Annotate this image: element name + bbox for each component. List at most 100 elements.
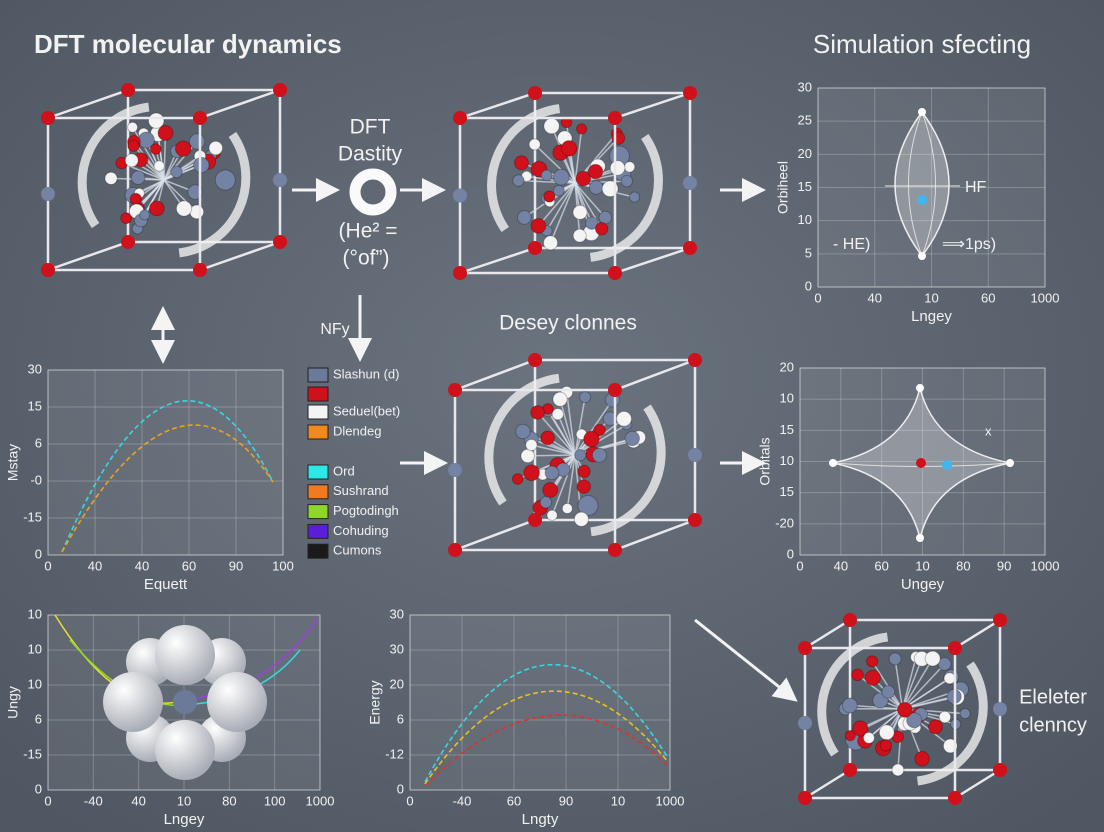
atom <box>587 163 604 180</box>
corner-atom <box>798 641 812 655</box>
annotation: - HE) <box>833 236 870 253</box>
cube-edge <box>614 91 691 120</box>
atom <box>157 125 174 141</box>
bond <box>868 708 903 739</box>
cube-edge <box>454 358 536 392</box>
atom <box>511 473 524 485</box>
x-tick-label: 10 <box>924 290 938 305</box>
atom <box>523 464 540 482</box>
bond <box>574 182 606 219</box>
corner-atom <box>528 353 542 367</box>
y-tick-label: 10 <box>798 212 812 227</box>
atom <box>879 739 893 752</box>
atom <box>937 657 952 671</box>
x-tick-label: 1000 <box>656 793 685 808</box>
y-tick-label: -12 <box>385 746 404 761</box>
bond <box>566 454 576 509</box>
legend-swatch <box>307 543 329 559</box>
corner-atom <box>948 791 962 805</box>
y-tick-label: 0 <box>805 278 812 293</box>
bond <box>859 708 903 730</box>
bond <box>163 140 198 181</box>
atom <box>609 160 626 176</box>
atom <box>540 169 553 182</box>
corner-atom <box>121 235 135 249</box>
y-tick-label: 30 <box>798 79 812 94</box>
atom <box>214 169 236 191</box>
x-tick-label: 60 <box>182 558 196 573</box>
x-axis-label: Lngty <box>522 811 559 828</box>
atom <box>959 708 971 720</box>
legend-label: Sushrand <box>333 483 389 498</box>
center-label: (°of”) <box>343 247 390 270</box>
cube-label: clenncy <box>1019 714 1087 736</box>
atom <box>576 123 588 135</box>
x-axis-label: Ungey <box>901 576 945 593</box>
atom <box>208 140 224 156</box>
corner-atom <box>448 383 462 397</box>
atom <box>888 652 902 666</box>
annotation: ⟹1ps) <box>942 236 996 253</box>
y-tick-label: 0 <box>35 546 42 561</box>
atom <box>577 464 591 479</box>
side-atom <box>683 176 697 190</box>
center-label: DFT <box>350 116 391 139</box>
bond <box>901 663 946 710</box>
atom <box>530 405 545 420</box>
corner-atom <box>453 111 467 125</box>
atom <box>543 117 560 135</box>
cube-edge <box>614 518 696 552</box>
dot <box>918 108 926 116</box>
bond <box>537 182 576 227</box>
atom <box>572 204 588 220</box>
curve <box>184 617 319 701</box>
cube-label: Eleleter <box>1019 686 1087 708</box>
x-tick-label: 40 <box>88 558 102 573</box>
y-tick-label: -15 <box>23 509 42 524</box>
legend-swatch <box>307 404 329 420</box>
legend-label: Ord <box>333 463 355 478</box>
atom <box>193 156 210 174</box>
atom <box>148 112 165 129</box>
swirl <box>484 373 560 506</box>
atom <box>598 210 613 225</box>
bond <box>574 399 614 456</box>
corner-atom <box>273 235 287 249</box>
x-tick-label: 10 <box>915 558 929 573</box>
atom <box>865 655 879 668</box>
dot <box>829 459 837 467</box>
legend-swatch <box>307 504 329 520</box>
bond <box>574 423 628 456</box>
corner-atom <box>41 111 55 125</box>
cube-edge <box>199 240 281 272</box>
atom <box>175 200 193 217</box>
left-title: DFT molecular dynamics <box>34 29 342 59</box>
x-tick-label: 0 <box>814 290 821 305</box>
bond <box>143 179 165 216</box>
atom <box>864 669 881 686</box>
x-tick-label: 0 <box>44 793 51 808</box>
x-axis-label: Lngey <box>164 811 205 828</box>
chart-e-curves <box>424 663 669 787</box>
atom <box>525 438 538 452</box>
atom <box>149 143 162 155</box>
legend-label: Pogtodingh <box>333 503 399 518</box>
atom <box>528 138 541 151</box>
sphere <box>207 672 267 732</box>
y-tick-label: 15 <box>798 179 812 194</box>
y-axis-label: Energy <box>367 680 383 724</box>
y-tick-label: 10 <box>28 641 42 656</box>
curve <box>61 424 274 553</box>
atom <box>551 408 565 421</box>
atom <box>512 174 525 187</box>
side-atom <box>688 448 702 462</box>
atom <box>515 423 531 440</box>
atom <box>130 170 146 185</box>
bond <box>527 454 576 457</box>
dot <box>916 458 926 468</box>
x-tick-label: 1000 <box>1031 558 1060 573</box>
x-tick-label: 80 <box>222 793 236 808</box>
atom <box>844 730 856 742</box>
atom <box>588 180 604 195</box>
corner-atom <box>193 263 207 277</box>
